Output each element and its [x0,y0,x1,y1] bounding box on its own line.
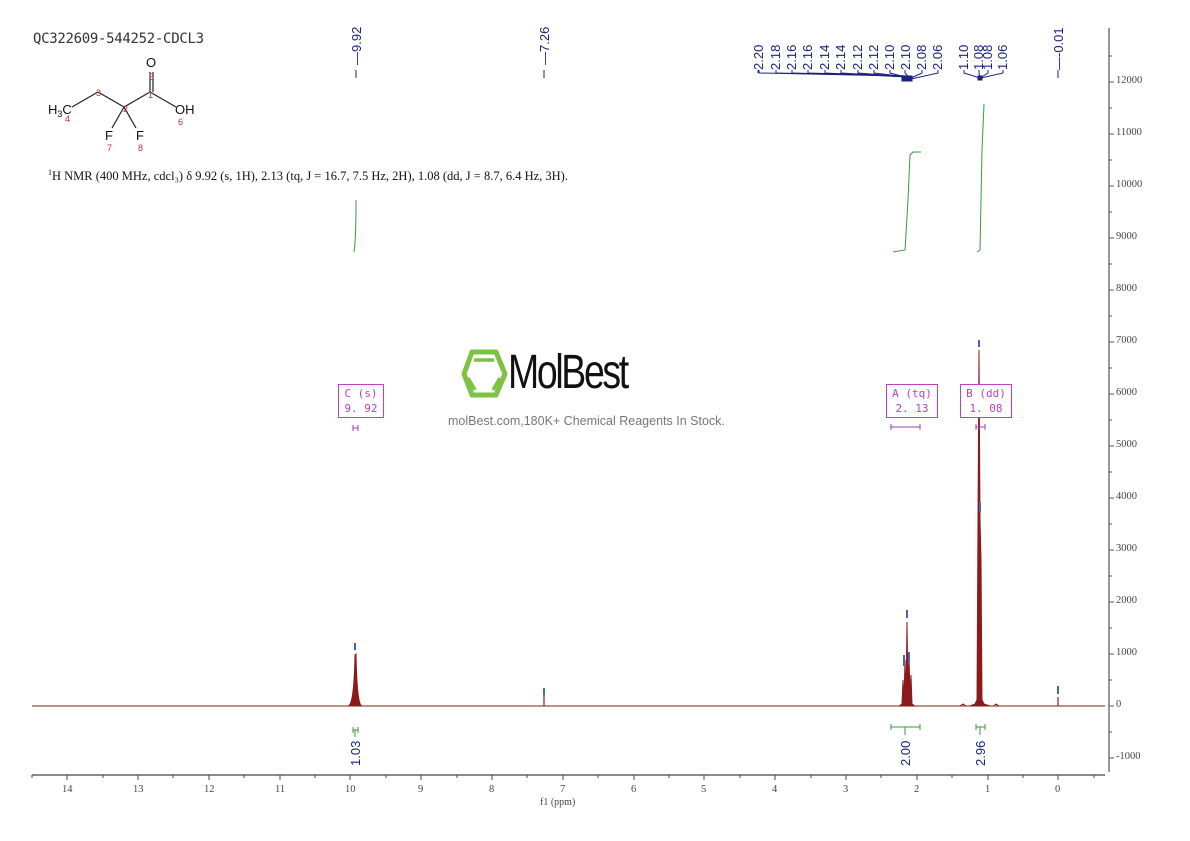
peak-label: 2.10 [898,44,913,70]
multiplet-label: C (s) [344,387,378,400]
peak-label: 1.08 [980,44,995,70]
multiplet-label: A (tq) [892,387,932,400]
x-tick: 3 [843,784,849,795]
peak-label-leaders [355,70,1059,82]
peak-label: —-0.01 [1051,27,1066,70]
x-tick: 8 [489,784,495,795]
x-tick: 11 [275,784,286,795]
y-tick: 5000 [1116,439,1137,450]
y-tick: 10000 [1116,179,1143,190]
multiplet-label: B (dd) [966,387,1006,400]
y-tick: 9000 [1116,231,1137,242]
peak-label: 2.10 [882,44,897,70]
chemical-structure: O H3C OH F F 5 3 2 1 4 6 7 8 [48,55,195,153]
svg-text:H3C: H3C [48,102,72,119]
y-tick: 0 [1116,699,1122,710]
multiplet-box-a: A (tq) 2. 13 [886,384,938,418]
peak-9-92 [347,652,363,707]
x-tick: 1 [985,784,991,795]
molbest-brand: MolBest [508,346,629,399]
peak-label: 2.20 [751,44,766,70]
x-tick: 2 [914,784,920,795]
y-tick: 7000 [1116,335,1137,346]
x-axis-label: f1 (ppm) [540,797,576,808]
peak-2-13-multiplet [897,621,917,707]
x-tick: 0 [1055,784,1061,795]
watermark-tagline: molBest.com,180K+ Chemical Reagents In S… [448,414,725,428]
y-tick: 6000 [1116,387,1137,398]
peak-label: —7.26 [537,26,552,65]
peak-label: 2.14 [817,44,832,70]
nmr-description-text: H NMR (400 MHz, cdcl₃) δ 9.92 (s, 1H), 2… [52,169,568,184]
multiplet-box-c: C (s) 9. 92 [338,384,384,418]
x-tick: 4 [772,784,778,795]
svg-text:O: O [146,55,156,70]
y-tick: 11000 [1116,127,1142,138]
y-tick: 8000 [1116,283,1137,294]
x-tick: 6 [631,784,637,795]
sample-id: QC322609-544252-CDCL3 [33,31,204,47]
peak-label: 1.10 [956,44,971,70]
integral-brackets [352,724,986,737]
x-tick: 9 [418,784,424,795]
x-tick: 12 [204,784,215,795]
svg-text:3: 3 [96,88,101,98]
peak-label: 2.16 [800,44,815,70]
integral-curves [353,103,985,253]
peak-label: 2.08 [914,44,929,70]
peak-label: 2.06 [930,44,945,70]
y-tick: 3000 [1116,543,1137,554]
peak-1-08-multiplet [969,349,991,707]
y-tick: 4000 [1116,491,1137,502]
x-tick: 14 [62,784,73,795]
y-tick: 2000 [1116,595,1137,606]
x-tick: 7 [560,784,566,795]
x-tick: 13 [133,784,144,795]
svg-text:4: 4 [65,114,70,124]
multiplet-shift: 9. 92 [344,402,378,415]
integral-value: 2.96 [973,740,988,766]
peak-label: —9.92 [349,26,364,65]
molbest-logo-icon [461,349,508,398]
peak-label: 2.12 [850,44,865,70]
y-tick: 1000 [1116,647,1137,658]
svg-text:7: 7 [107,143,112,153]
svg-text:8: 8 [138,143,143,153]
multiplet-box-b: B (dd) 1. 08 [960,384,1012,418]
y-tick: -1000 [1116,751,1141,762]
peak-label: 1.06 [995,44,1010,70]
multiplet-shift: 2. 13 [895,402,929,415]
x-tick: 10 [345,784,356,795]
peak-label: 2.14 [833,44,848,70]
nmr-description: 1H NMR (400 MHz, cdcl₃) δ 9.92 (s, 1H), … [48,168,568,184]
integral-value: 2.00 [898,740,913,766]
nmr-superscript: 1 [48,168,52,177]
svg-text:6: 6 [178,117,183,127]
svg-text:2: 2 [123,104,128,114]
svg-text:1: 1 [148,90,153,100]
peak-label: 2.16 [784,44,799,70]
svg-text:5: 5 [149,72,154,82]
svg-text:F: F [105,128,113,143]
peak-label: 2.18 [768,44,783,70]
svg-text:F: F [136,128,144,143]
peak-label: 2.12 [866,44,881,70]
x-tick: 5 [701,784,707,795]
multiplet-shift: 1. 08 [969,402,1003,415]
svg-text:OH: OH [175,102,195,117]
y-tick: 12000 [1116,75,1143,86]
integral-value: 1.03 [348,740,363,766]
